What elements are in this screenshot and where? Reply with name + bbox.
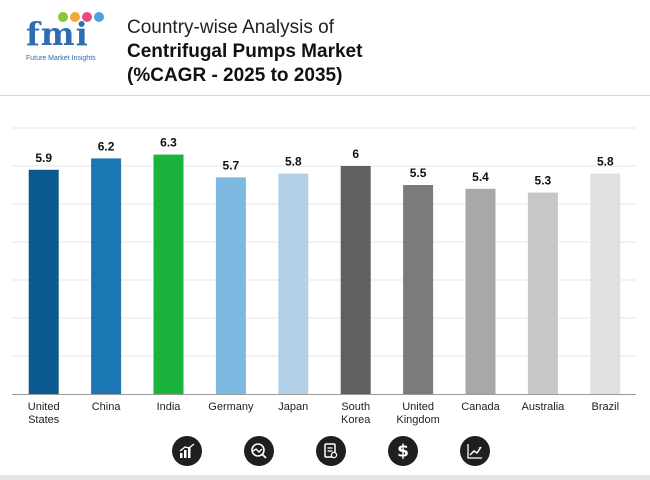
bar [153, 154, 184, 394]
chart-title: Country-wise Analysis of Centrifugal Pum… [127, 16, 362, 88]
x-tick-label: South Korea [341, 401, 371, 426]
bar [91, 158, 122, 394]
bar-value-label: 5.9 [35, 151, 52, 165]
bar-value-label: 5.4 [472, 170, 489, 184]
x-tick-label: China [92, 401, 122, 413]
bar-value-label: 6.2 [98, 139, 115, 153]
bar [403, 185, 434, 394]
bar [527, 192, 558, 394]
x-tick-label: United Kingdom [396, 401, 439, 426]
x-tick-label: Canada [461, 401, 500, 413]
bar [340, 166, 371, 394]
header: fmi Future Market Insights Country-wise … [0, 0, 650, 96]
bottom-divider [0, 475, 650, 480]
report-document-icon [316, 436, 346, 466]
footer-icon-row: $ [0, 432, 650, 472]
x-tick-label: United States [28, 401, 60, 426]
trend-analysis-icon [244, 436, 274, 466]
x-tick-label: Brazil [592, 401, 620, 413]
logo-dots [56, 12, 106, 24]
bar-value-label: 5.8 [285, 155, 302, 169]
logo-dot [82, 12, 92, 22]
bar-value-label: 5.5 [410, 166, 427, 180]
logo-subtext: Future Market Insights [26, 55, 96, 62]
title-line-3: (%CAGR - 2025 to 2035) [127, 65, 343, 86]
logo-text: fmi [26, 15, 89, 53]
x-tick-label: Australia [522, 401, 566, 413]
bar [215, 177, 246, 394]
plot-area: 5.9 United States 6.2 China 6.3 India 5.7 German… [0, 96, 650, 432]
logo-dot [58, 12, 68, 22]
x-tick-label: Japan [278, 401, 308, 413]
logo-dot [94, 12, 104, 22]
bar [28, 169, 59, 394]
fmi-logo: fmi Future Market Insights [26, 12, 110, 68]
bar [278, 173, 309, 394]
dollar-icon: $ [388, 436, 418, 466]
bar-value-label: 5.8 [597, 155, 614, 169]
x-tick-label: Germany [208, 401, 254, 413]
title-line-1: Country-wise Analysis of [127, 17, 334, 38]
svg-text:$: $ [397, 442, 409, 460]
bar [590, 173, 621, 394]
bar-value-label: 6 [352, 147, 359, 161]
header-divider [0, 95, 650, 96]
logo-dot [70, 12, 80, 22]
bar-chart: 5.9 United States 6.2 China 6.3 India 5.7 German… [12, 127, 636, 426]
bar-value-label: 5.3 [535, 174, 552, 188]
bar-chart-icon [172, 436, 202, 466]
growth-chart-icon [460, 436, 490, 466]
bar-value-label: 6.3 [160, 136, 177, 150]
bar [465, 188, 496, 394]
title-line-2: Centrifugal Pumps Market [127, 41, 363, 62]
x-tick-label: India [157, 401, 182, 413]
bar-value-label: 5.7 [223, 158, 240, 172]
